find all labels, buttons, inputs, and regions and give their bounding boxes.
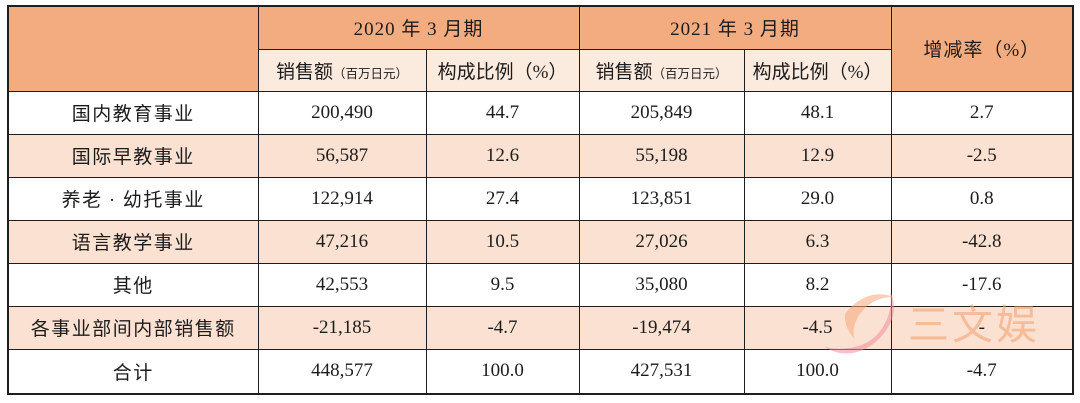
cell-sales-2020: 200,490 xyxy=(257,90,427,135)
cell-change-rate: - xyxy=(890,305,1074,350)
cell-ratio-2020: 12.6 xyxy=(425,133,580,178)
row-label: 养老 · 幼托事业 xyxy=(7,176,259,221)
table-row: 国际早教事业 56,587 12.6 55,198 12.9 -2.5 xyxy=(7,133,1074,178)
cell-ratio-2021: 100.0 xyxy=(743,348,892,395)
col-header-period-2021: 2021 年 3 月期 xyxy=(578,5,892,50)
corner-cell xyxy=(7,5,259,92)
cell-change-rate: -2.5 xyxy=(890,133,1074,178)
sales-unit-label: （百万日元） xyxy=(333,66,409,81)
cell-ratio-2021: 8.2 xyxy=(743,262,892,307)
table-row: 国内教育事业 200,490 44.7 205,849 48.1 2.7 xyxy=(7,90,1074,135)
col-header-ratio-2020: 构成比例（%） xyxy=(425,48,580,92)
cell-sales-2020: -21,185 xyxy=(257,305,427,350)
col-header-sales-2021: 销售额（百万日元） xyxy=(578,48,745,92)
cell-sales-2021: 35,080 xyxy=(578,262,745,307)
row-label: 国际早教事业 xyxy=(7,133,259,178)
cell-ratio-2020: 44.7 xyxy=(425,90,580,135)
cell-ratio-2020: 9.5 xyxy=(425,262,580,307)
cell-ratio-2021: -4.5 xyxy=(743,305,892,350)
sales-unit-label: （百万日元） xyxy=(652,66,728,81)
cell-sales-2020: 122,914 xyxy=(257,176,427,221)
row-label: 各事业部间内部销售额 xyxy=(7,305,259,350)
row-label: 国内教育事业 xyxy=(7,90,259,135)
table-row-total: 合计 448,577 100.0 427,531 100.0 -4.7 xyxy=(7,348,1074,395)
col-header-change-rate: 增减率（%） xyxy=(890,5,1074,92)
cell-ratio-2021: 6.3 xyxy=(743,219,892,264)
cell-change-rate: -17.6 xyxy=(890,262,1074,307)
cell-ratio-2020: 100.0 xyxy=(425,348,580,395)
cell-sales-2021: 55,198 xyxy=(578,133,745,178)
cell-sales-2020: 448,577 xyxy=(257,348,427,395)
cell-sales-2020: 47,216 xyxy=(257,219,427,264)
cell-sales-2021: 123,851 xyxy=(578,176,745,221)
cell-ratio-2020: 10.5 xyxy=(425,219,580,264)
table-row: 语言教学事业 47,216 10.5 27,026 6.3 -42.8 xyxy=(7,219,1074,264)
cell-change-rate: -42.8 xyxy=(890,219,1074,264)
table-row: 各事业部间内部销售额 -21,185 -4.7 -19,474 -4.5 - xyxy=(7,305,1074,350)
col-header-sales-2020: 销售额（百万日元） xyxy=(257,48,427,92)
table-row: 其他 42,553 9.5 35,080 8.2 -17.6 xyxy=(7,262,1074,307)
cell-sales-2021: 427,531 xyxy=(578,348,745,395)
segment-sales-table: 2020 年 3 月期 2021 年 3 月期 增减率（%） 销售额（百万日元）… xyxy=(7,5,1074,395)
sales-header-label: 销售额 xyxy=(275,61,333,83)
row-label: 合计 xyxy=(7,348,259,395)
cell-ratio-2021: 29.0 xyxy=(743,176,892,221)
row-label: 其他 xyxy=(7,262,259,307)
col-header-ratio-2021: 构成比例（%） xyxy=(743,48,892,92)
cell-ratio-2020: 27.4 xyxy=(425,176,580,221)
cell-ratio-2020: -4.7 xyxy=(425,305,580,350)
cell-sales-2021: -19,474 xyxy=(578,305,745,350)
sales-header-label: 销售额 xyxy=(595,61,653,83)
cell-sales-2020: 56,587 xyxy=(257,133,427,178)
table-row: 养老 · 幼托事业 122,914 27.4 123,851 29.0 0.8 xyxy=(7,176,1074,221)
cell-sales-2020: 42,553 xyxy=(257,262,427,307)
cell-change-rate: -4.7 xyxy=(890,348,1074,395)
cell-sales-2021: 27,026 xyxy=(578,219,745,264)
cell-ratio-2021: 48.1 xyxy=(743,90,892,135)
cell-sales-2021: 205,849 xyxy=(578,90,745,135)
cell-change-rate: 0.8 xyxy=(890,176,1074,221)
cell-change-rate: 2.7 xyxy=(890,90,1074,135)
cell-ratio-2021: 12.9 xyxy=(743,133,892,178)
row-label: 语言教学事业 xyxy=(7,219,259,264)
col-header-period-2020: 2020 年 3 月期 xyxy=(257,5,580,50)
